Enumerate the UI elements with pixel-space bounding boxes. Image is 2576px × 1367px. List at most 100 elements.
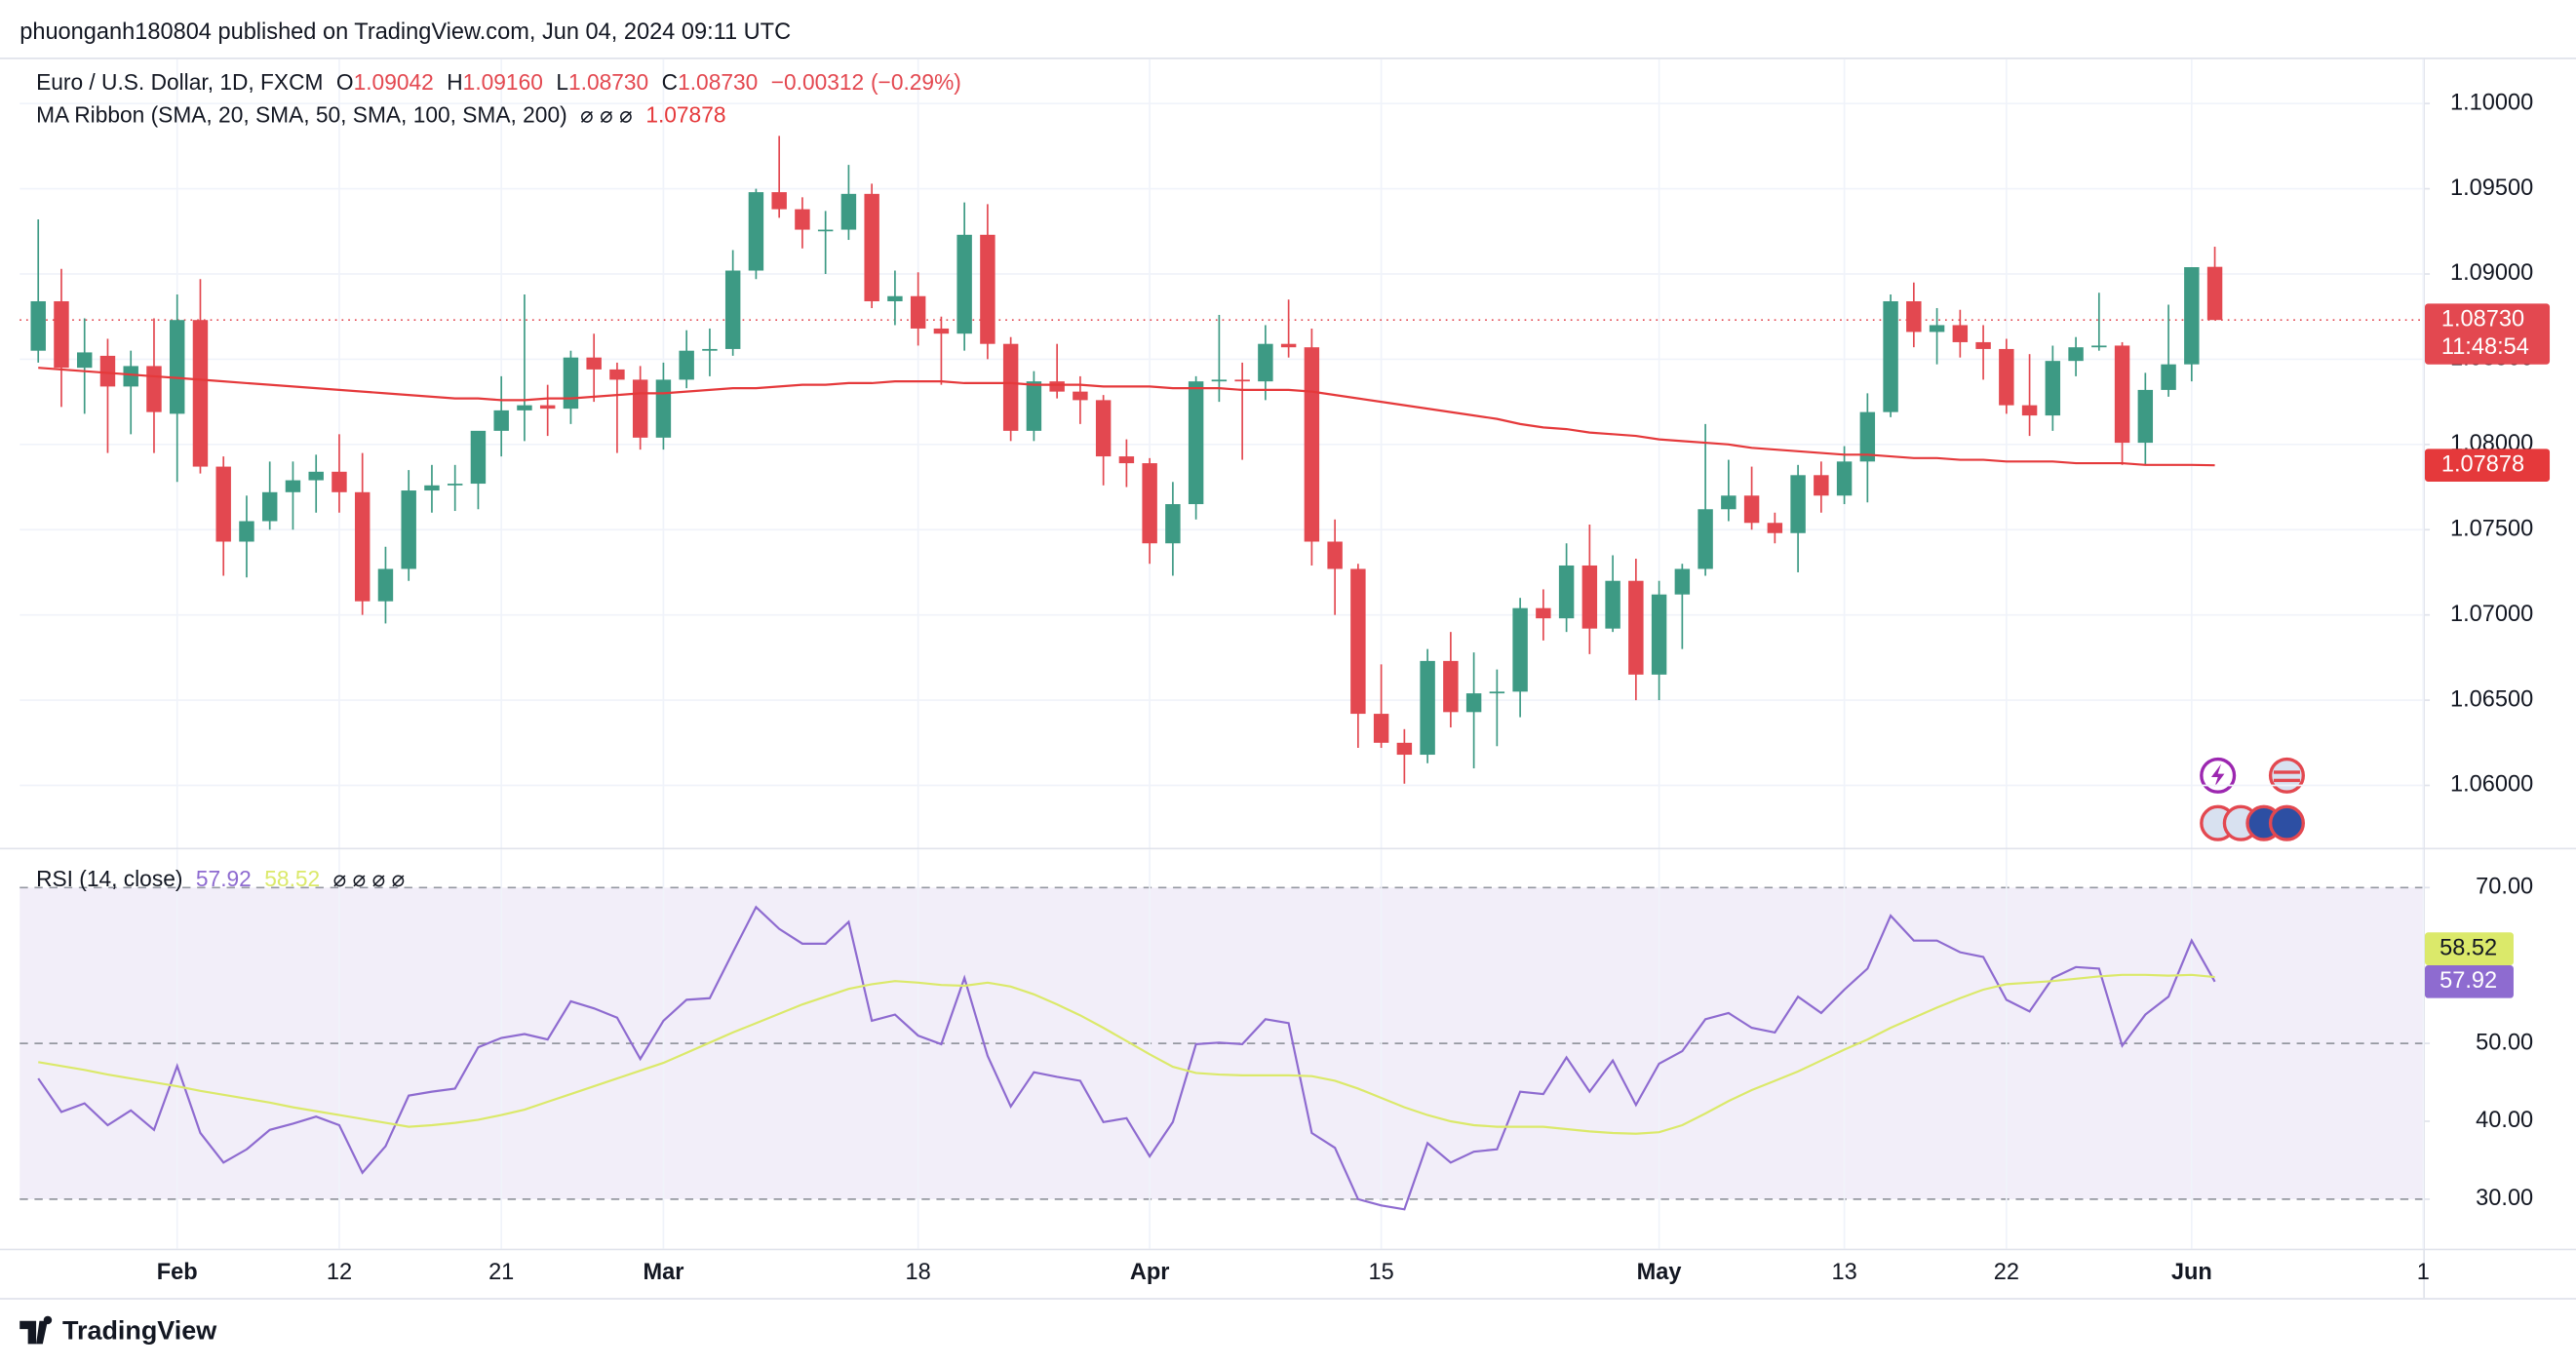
- candle-body: [539, 405, 556, 410]
- flag-stripe: [2273, 778, 2300, 783]
- change: −0.00312: [771, 69, 864, 95]
- candle-body: [2206, 266, 2223, 321]
- candle-body: [2184, 267, 2200, 365]
- candle-body: [192, 320, 209, 467]
- labels: 1.060001.065001.070001.075001.080001.085…: [36, 69, 2551, 1284]
- change-pct: (−0.29%): [871, 69, 961, 95]
- candle-body: [169, 320, 185, 414]
- candle-body: [609, 369, 625, 380]
- indicator-name: RSI (14, close): [36, 866, 182, 891]
- candle-body: [933, 328, 950, 334]
- ohlc-value: 1.08730: [568, 69, 648, 95]
- y-tick-label: 1.09500: [2450, 175, 2533, 200]
- candle-body: [771, 192, 787, 210]
- ohlc-value: 1.08730: [678, 69, 758, 95]
- candle-body: [261, 491, 278, 522]
- candle-body: [1674, 568, 1691, 595]
- candle-body: [517, 405, 532, 410]
- candle-body: [1536, 607, 1551, 619]
- brand-logo: TradingView: [20, 1316, 216, 1346]
- candle-body: [1512, 607, 1528, 692]
- published-line: phuonganh180804 published on TradingView…: [20, 19, 791, 44]
- candle-body: [655, 379, 672, 438]
- x-tick-label: Feb: [157, 1259, 198, 1284]
- brand: TradingView: [62, 1316, 216, 1346]
- candle-body: [1628, 580, 1644, 675]
- candle-body: [632, 379, 648, 438]
- ohlc-key: L: [556, 69, 568, 95]
- legend-row: RSI (14, close) 57.92 58.52 ⌀ ⌀ ⌀ ⌀: [36, 866, 406, 891]
- ohlc-value: 1.09160: [463, 69, 543, 95]
- x-tick-label: May: [1637, 1259, 1682, 1284]
- value-label-bg: [2424, 964, 2514, 998]
- indicator-value: 57.92: [196, 866, 252, 891]
- candle-body: [1420, 660, 1435, 756]
- candle-body: [493, 410, 509, 431]
- candle-body: [2114, 345, 2130, 444]
- candle-body: [1790, 475, 1806, 533]
- candle-body: [424, 485, 440, 491]
- x-tick-label: 13: [1831, 1259, 1856, 1284]
- candle-body: [2091, 345, 2107, 348]
- candle-body: [1396, 742, 1413, 756]
- ohlc-value: 1.09042: [354, 69, 434, 95]
- ohlc-key: H: [447, 69, 462, 95]
- candle-body: [1026, 381, 1042, 431]
- candle-body: [1651, 594, 1667, 675]
- candle-body: [1929, 325, 1945, 332]
- candle-body: [586, 357, 602, 370]
- x-tick-label: 21: [488, 1259, 514, 1284]
- x-tick-label: Mar: [643, 1259, 683, 1284]
- indicator-inputs: ⌀ ⌀ ⌀: [580, 102, 633, 128]
- candle-body: [1581, 565, 1598, 629]
- candle-body: [401, 490, 416, 569]
- symbol-title: Euro / U.S. Dollar, 1D, FXCM: [36, 69, 323, 95]
- moving-average-line: [38, 367, 2215, 467]
- x-tick-label: 12: [327, 1259, 352, 1284]
- ohlc-key: O: [336, 69, 354, 95]
- last-price-label: 1.08730: [2441, 305, 2524, 331]
- candle-body: [2161, 364, 2176, 390]
- x-tick-label: 1: [2417, 1259, 2430, 1284]
- x-tick-label: 18: [906, 1259, 931, 1284]
- value-label: 1.07878: [2441, 450, 2524, 476]
- candle-body: [1211, 379, 1228, 382]
- y-tick-label: 30.00: [2476, 1185, 2533, 1210]
- candle-body: [2137, 389, 2154, 444]
- candle-body: [910, 295, 926, 329]
- candle-body: [1975, 341, 1991, 349]
- y-tick-label: 1.09000: [2450, 259, 2533, 285]
- countdown: 11:48:54: [2441, 333, 2529, 359]
- candle-body: [1883, 300, 1898, 412]
- x-tick-label: 22: [1994, 1259, 2019, 1284]
- candle-body: [887, 295, 903, 301]
- candle-body: [563, 357, 579, 410]
- y-tick-label: 70.00: [2476, 874, 2533, 899]
- y-tick-label: 1.07500: [2450, 515, 2533, 540]
- candle-body: [2068, 347, 2084, 362]
- frame: [0, 58, 2576, 1300]
- candle-body: [1002, 343, 1019, 431]
- candle-body: [1350, 568, 1366, 715]
- flag-icon: [2268, 804, 2305, 841]
- candle-body: [1258, 343, 1273, 382]
- candle-body: [239, 521, 254, 542]
- logo-mark: [20, 1315, 53, 1345]
- candle-body: [2021, 405, 2038, 416]
- candle-body: [354, 491, 371, 602]
- candle-body: [1836, 461, 1853, 496]
- candle-body: [795, 209, 810, 230]
- candle-body: [1118, 456, 1135, 464]
- candle-body: [76, 352, 93, 369]
- candle-body: [447, 484, 463, 486]
- candle-body: [1304, 347, 1320, 542]
- candle-body: [1234, 379, 1250, 382]
- indicator-value: 1.07878: [645, 102, 725, 128]
- candle-body: [1165, 504, 1181, 544]
- flag-stripe: [2273, 770, 2300, 774]
- value-label-bg: [2424, 932, 2514, 965]
- candle-body: [1721, 495, 1737, 510]
- rsi-line: [37, 905, 2216, 1211]
- candle-body: [1605, 580, 1620, 629]
